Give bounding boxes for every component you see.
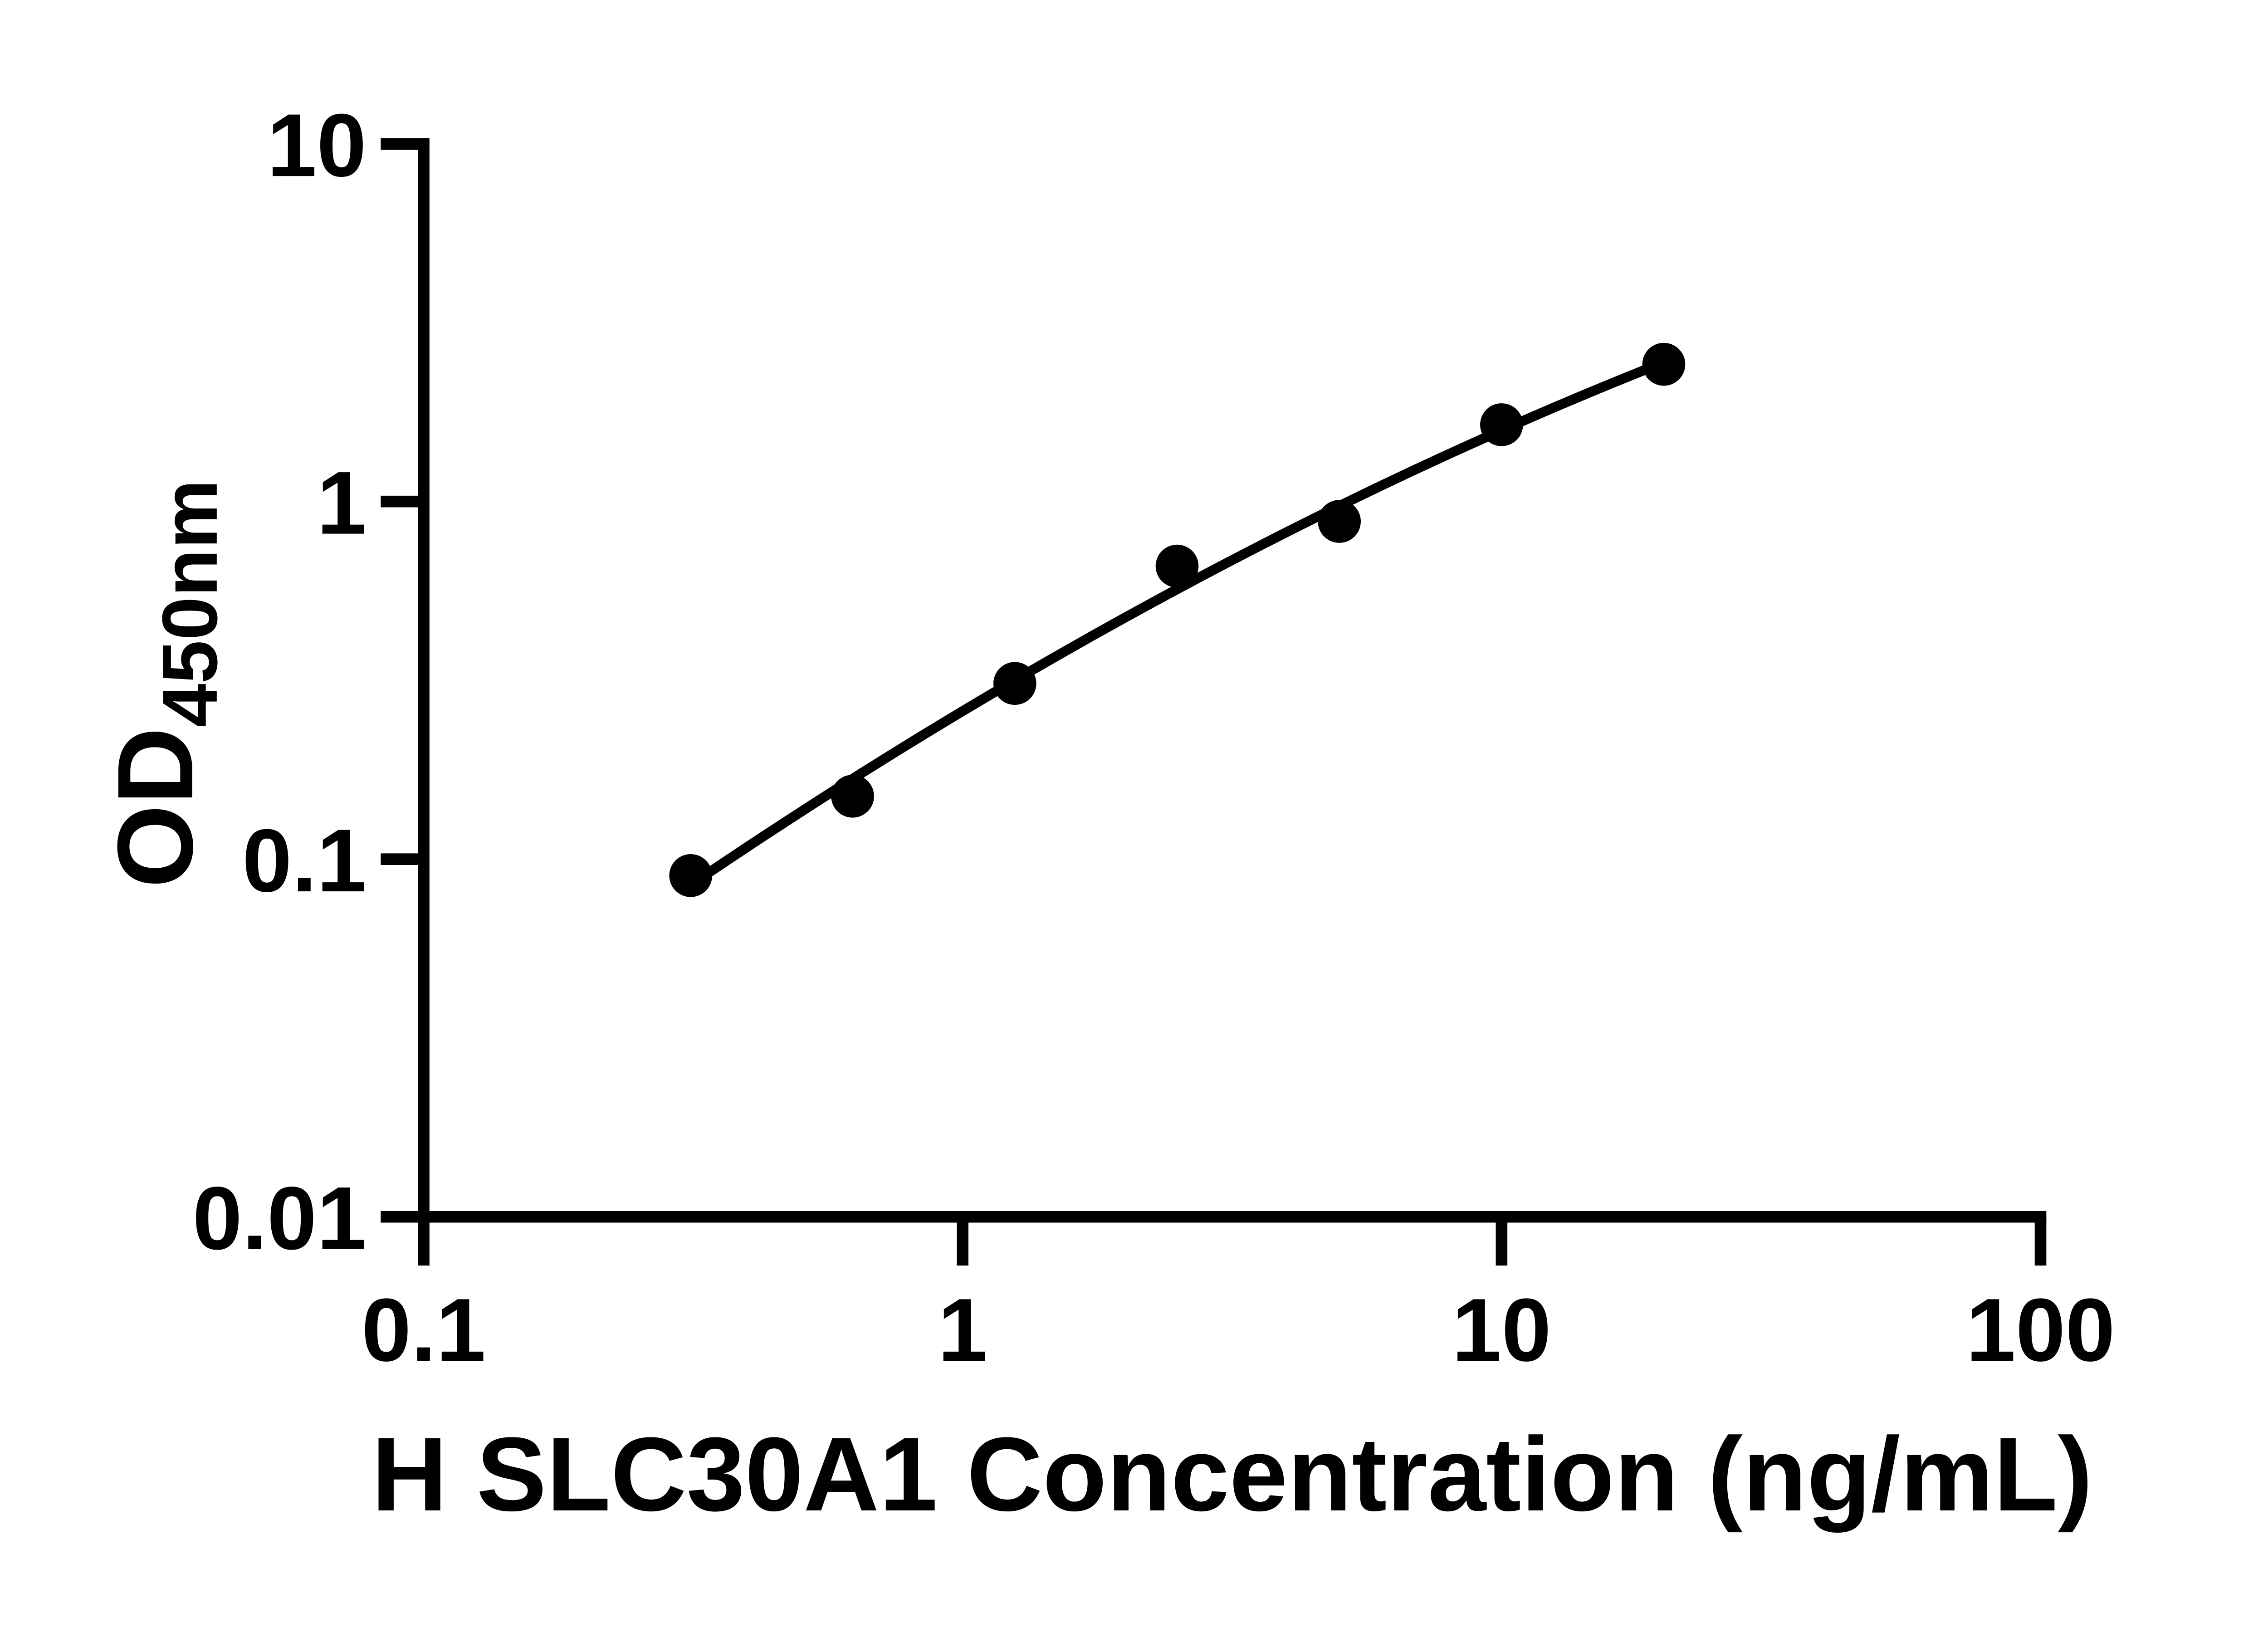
- y-axis-title: OD450nm: [96, 479, 234, 888]
- data-point: [1155, 544, 1199, 588]
- y-axis-tick-labels: 10 1 0.1 0.01: [192, 95, 366, 1268]
- y-tick-label: 1: [317, 453, 367, 553]
- x-axis-title: H SLC30A1 Concentration (ng/mL): [371, 1416, 2092, 1533]
- data-point: [669, 854, 713, 897]
- y-tick-label: 0.01: [192, 1168, 366, 1268]
- y-axis-ticks: [381, 138, 424, 1223]
- x-tick-label: 100: [1966, 1280, 2115, 1380]
- data-point: [1480, 403, 1523, 446]
- y-tick-label: 0.1: [242, 811, 367, 910]
- data-point: [1318, 500, 1361, 543]
- data-points: [669, 342, 1686, 897]
- x-tick-label: 10: [1452, 1280, 1551, 1380]
- y-tick-label: 10: [267, 95, 367, 195]
- x-tick-label: 0.1: [362, 1280, 486, 1380]
- x-tick-label: 1: [938, 1280, 987, 1380]
- x-axis-tick-labels: 0.1 1 10 100: [362, 1280, 2115, 1380]
- data-point: [1642, 342, 1686, 386]
- data-point: [831, 775, 874, 818]
- data-point: [993, 662, 1036, 705]
- y-axis-title-subscript: 450nm: [146, 479, 234, 727]
- y-axis-title-main: OD: [96, 727, 215, 888]
- x-axis-ticks: [418, 1217, 2047, 1266]
